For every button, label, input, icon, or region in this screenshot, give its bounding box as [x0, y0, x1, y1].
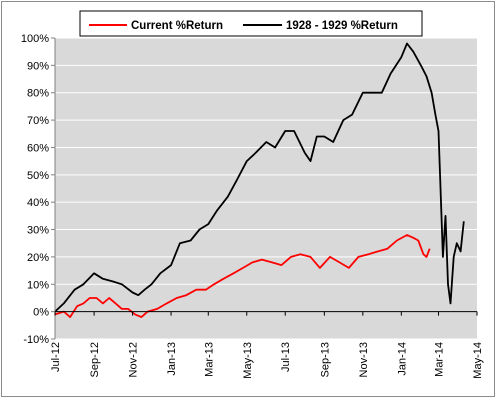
axes: -10% 0% 10% 20% 30% 40% 50% 60% 70% 80% 90% 100% Jul…	[21, 33, 484, 379]
y-tick-label: 40%	[27, 197, 49, 209]
series-line-current	[54, 234, 431, 319]
y-tick-label: 50%	[27, 170, 49, 182]
x-tick-label: Nov-13	[358, 342, 370, 377]
x-tick-label: May-13	[242, 342, 254, 379]
legend: Current %Return 1928 - 1929 %Return	[79, 10, 423, 37]
x-tick-label: Nov-12	[128, 342, 140, 377]
y-tick-label: 10%	[27, 279, 49, 291]
legend-label-current: Current %Return	[131, 20, 223, 32]
y-tick-label: 30%	[27, 225, 49, 237]
y-tick-label: 60%	[27, 142, 49, 154]
x-tick-label: Jul-12	[50, 342, 62, 372]
plot-area	[55, 38, 477, 339]
y-tick-label: -10%	[23, 334, 49, 346]
x-tick-label: Sep-13	[319, 342, 331, 377]
x-tick-label: Jan-13	[166, 342, 178, 376]
x-tick-label: Mar-13	[203, 342, 215, 377]
x-tick-label: Jan-14	[396, 342, 408, 376]
legend-label-1928-1929: 1928 - 1929 %Return	[286, 20, 398, 32]
y-tick-label: 90%	[27, 60, 49, 72]
x-tick-label: Mar-14	[434, 342, 446, 377]
y-tick-label: 20%	[27, 252, 49, 264]
y-tick-label: 70%	[27, 115, 49, 127]
x-tick-label: Sep-12	[89, 342, 101, 377]
legend-box	[79, 10, 423, 37]
x-tick-label: Jul-13	[280, 342, 292, 372]
series-line-1928-1929	[54, 42, 465, 313]
series-lines	[54, 42, 465, 319]
y-tick-label: 0%	[33, 307, 49, 319]
x-tick-label: May-14	[472, 342, 484, 379]
y-tick-label: 80%	[27, 88, 49, 100]
y-tick-label: 100%	[21, 33, 49, 45]
gridlines	[55, 37, 477, 340]
